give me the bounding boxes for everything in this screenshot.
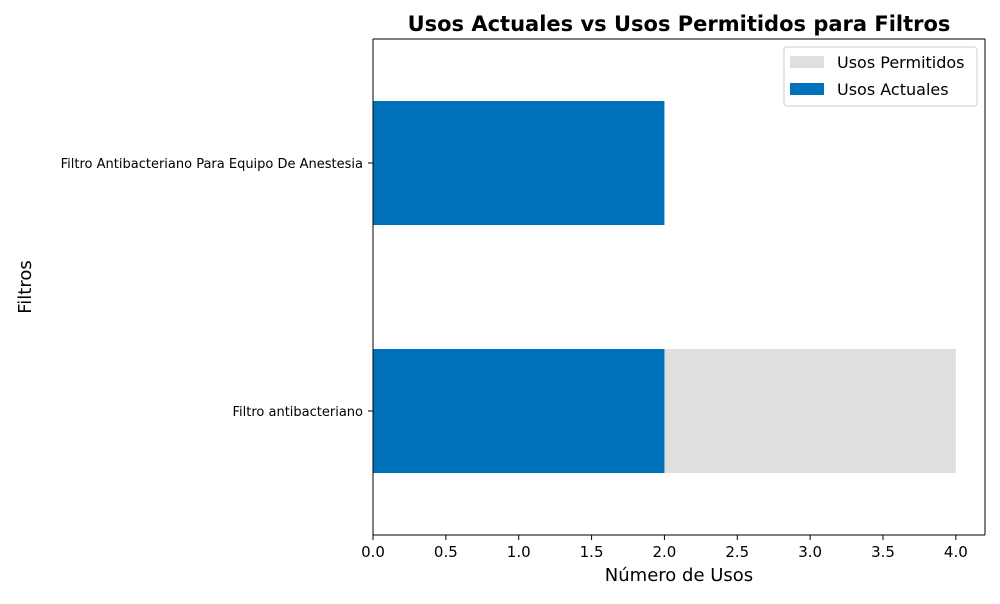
x-tick-label: 2.5	[725, 543, 749, 561]
y-tick-label: Filtro antibacteriano	[233, 405, 364, 420]
y-ticks-group: Filtro Antibacteriano Para Equipo De Ane…	[61, 157, 373, 420]
bar-usos-actuales-1	[373, 349, 665, 473]
bars-group	[373, 101, 956, 473]
x-tick-label: 1.0	[507, 543, 531, 561]
bar-usos-actuales-0	[373, 101, 665, 225]
x-tick-label: 2.0	[652, 543, 676, 561]
legend-swatch	[790, 56, 824, 68]
x-tick-label: 0.5	[434, 543, 458, 561]
axes-group	[372, 38, 986, 536]
legend-box	[783, 46, 978, 107]
legend: Usos Permitidos Usos Actuales	[783, 46, 978, 107]
y-tick-label: Filtro Antibacteriano Para Equipo De Ane…	[61, 157, 363, 172]
x-tick-label: 0.0	[361, 543, 385, 561]
legend-label: Usos Permitidos	[837, 53, 965, 72]
x-tick-label: 1.5	[580, 543, 604, 561]
x-ticks-group: 0.0 0.5 1.0 1.5 2.0 2.5 3.0 3.5 4.0	[361, 535, 968, 561]
legend-swatch	[790, 83, 824, 95]
x-tick-label: 3.0	[798, 543, 822, 561]
x-tick-label: 3.5	[871, 543, 895, 561]
x-tick-label: 4.0	[944, 543, 968, 561]
y-axis-label: Filtros	[15, 260, 36, 314]
x-axis-label: Número de Usos	[605, 565, 753, 586]
legend-label: Usos Actuales	[837, 80, 949, 99]
chart-title: Usos Actuales vs Usos Permitidos para Fi…	[408, 12, 951, 36]
